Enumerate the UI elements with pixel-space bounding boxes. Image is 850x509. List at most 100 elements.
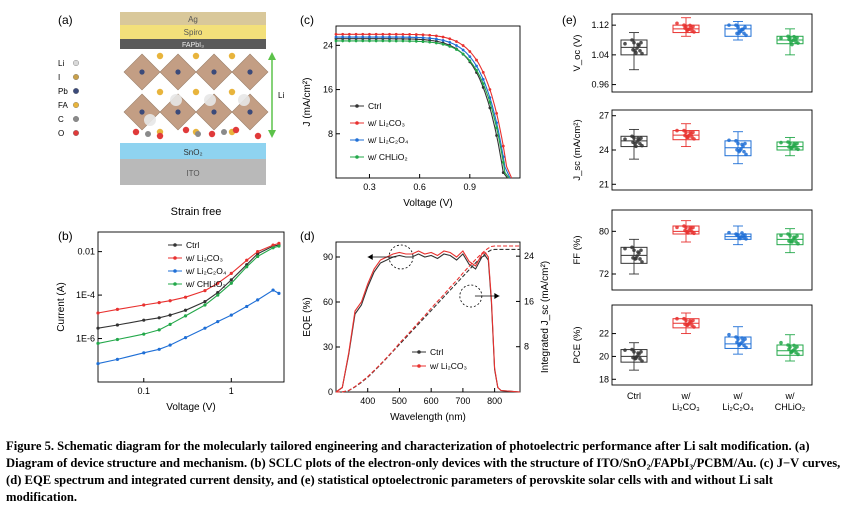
panel-b-data-point (96, 311, 100, 315)
panel-c-data-point (481, 82, 485, 86)
panel-b-data-point (96, 362, 100, 366)
panel-e-y-tick-label: 21 (599, 179, 609, 189)
box-data-point (690, 230, 694, 234)
box-data-point (640, 51, 644, 56)
pb-atom (211, 109, 217, 115)
box-data-point (786, 343, 790, 347)
panel-c-data-point (448, 41, 452, 44)
panel-b-legend-label: Ctrl (186, 240, 199, 250)
pb-atom (211, 69, 217, 75)
layer-fapbi3 (120, 39, 266, 49)
pb-atom (175, 69, 181, 75)
box-data-point (790, 42, 794, 47)
fa-molecule (228, 52, 236, 60)
layer-sno2-label: SnO₂ (183, 148, 202, 157)
panel-b-x-axis-label: Voltage (V) (166, 402, 215, 413)
oxygen-atom (156, 132, 164, 140)
panel-c-series-line (336, 36, 511, 179)
panel-e-y-tick-label: 22 (599, 329, 609, 339)
panel-b-data-point (142, 351, 146, 355)
panel-c-data-point (347, 32, 351, 36)
box-data-point (675, 316, 679, 321)
box-data-point (623, 137, 627, 141)
box-data-point (630, 347, 634, 352)
panel-c-x-axis-label: Voltage (V) (403, 198, 452, 209)
panel-c-data-point (347, 35, 351, 39)
panel-b-data-point (142, 303, 146, 307)
panel-c-data-point (495, 112, 498, 115)
panel-c-legend-marker (355, 138, 359, 142)
box-data-point (786, 34, 790, 39)
panel-b-data-point (183, 336, 188, 340)
panel-d-left-arrow-head (367, 254, 373, 260)
element-legend-label: Pb (58, 87, 68, 96)
panel-b-data-point (115, 357, 120, 361)
box-data-point (636, 351, 640, 355)
panel-c-data-point (347, 39, 351, 43)
panel-e-plot-frame (611, 304, 813, 386)
panel-c-y-tick-label: 8 (328, 129, 333, 139)
panel-d-y-tick-label: 90 (323, 252, 333, 262)
layer-spiro (120, 25, 266, 39)
li-ion (144, 114, 156, 126)
panel-c-data-point (361, 32, 365, 36)
element-legend-marker (72, 60, 79, 67)
element-legend-label: FA (58, 101, 68, 110)
panel-c-data-point (481, 77, 485, 81)
fa-molecule (156, 52, 164, 60)
fa-molecule (156, 88, 164, 96)
box-data-point (779, 36, 783, 40)
panel-label-a: (a) (58, 13, 73, 27)
box-data-point (683, 228, 687, 233)
panel-e-y-axis-label: V_oc (V) (572, 35, 583, 72)
panel-c-data-point (475, 68, 478, 72)
panel-c-data-point (341, 32, 345, 36)
panel-b-data-point (277, 244, 281, 248)
box-data-point (631, 140, 635, 145)
panel-c-legend-marker (355, 155, 359, 159)
panel-c-data-point (468, 59, 472, 63)
box-data-point (690, 135, 694, 140)
panel-a-subtitle: Strain free (171, 206, 222, 218)
panel-d-y-axis-label: EQE (%) (302, 297, 313, 336)
box-data-point (640, 260, 644, 264)
panel-c-data-point (354, 32, 358, 36)
panel-c-data-point (361, 35, 365, 39)
box-data-point (727, 230, 731, 235)
panel-d-eqe-line (335, 250, 521, 393)
box-data-point (789, 39, 793, 44)
pb-atom (139, 109, 145, 115)
panel-d-eqe: 400 500 600 700 800 0 30 60 90 8 16 24 Wavelength (n… (302, 241, 551, 423)
box-data-point (786, 232, 790, 236)
box-data-point (787, 347, 791, 352)
panel-e-y-tick-label: 72 (599, 269, 609, 279)
panel-b-y-tick-label: 1E-4 (76, 290, 95, 300)
panel-b-data-point (203, 300, 207, 304)
panel-d-x-tick-label: 400 (360, 396, 375, 406)
panel-b-y-axis-label: Current (A) (56, 282, 67, 331)
panel-d-y-tick-label: 30 (323, 342, 333, 352)
panel-b-data-point (96, 326, 100, 330)
panel-c-legend-label: w/ Li₂CO₃ (367, 118, 405, 128)
fa-molecule (192, 52, 200, 60)
panel-c-data-point (408, 39, 411, 43)
box-data-point (736, 141, 740, 146)
panel-c-data-point (341, 39, 345, 43)
box-data-point (638, 49, 642, 53)
box-data-point (631, 355, 635, 360)
panel-c-legend-marker (355, 121, 359, 125)
box-data-point (636, 250, 640, 254)
figure-canvas: (a) (b) (c) (d) (e) Ag Spiro FAPbI₃ SnO₂… (56, 12, 813, 423)
panel-e-x-tick-label: w/ (733, 391, 743, 401)
panel-b-x-tick-label: 1 (229, 386, 234, 396)
li-ion (238, 94, 250, 106)
box-data-point (690, 28, 694, 33)
panel-c-data-point (388, 32, 391, 36)
box-data-point (631, 47, 635, 52)
panel-c-data-point (408, 33, 411, 36)
pb-atom (175, 109, 181, 115)
panel-c-data-point (448, 44, 452, 48)
panel-b-data-point (96, 341, 100, 345)
panel-b-data-point (229, 313, 233, 317)
box-data-point (794, 39, 798, 44)
